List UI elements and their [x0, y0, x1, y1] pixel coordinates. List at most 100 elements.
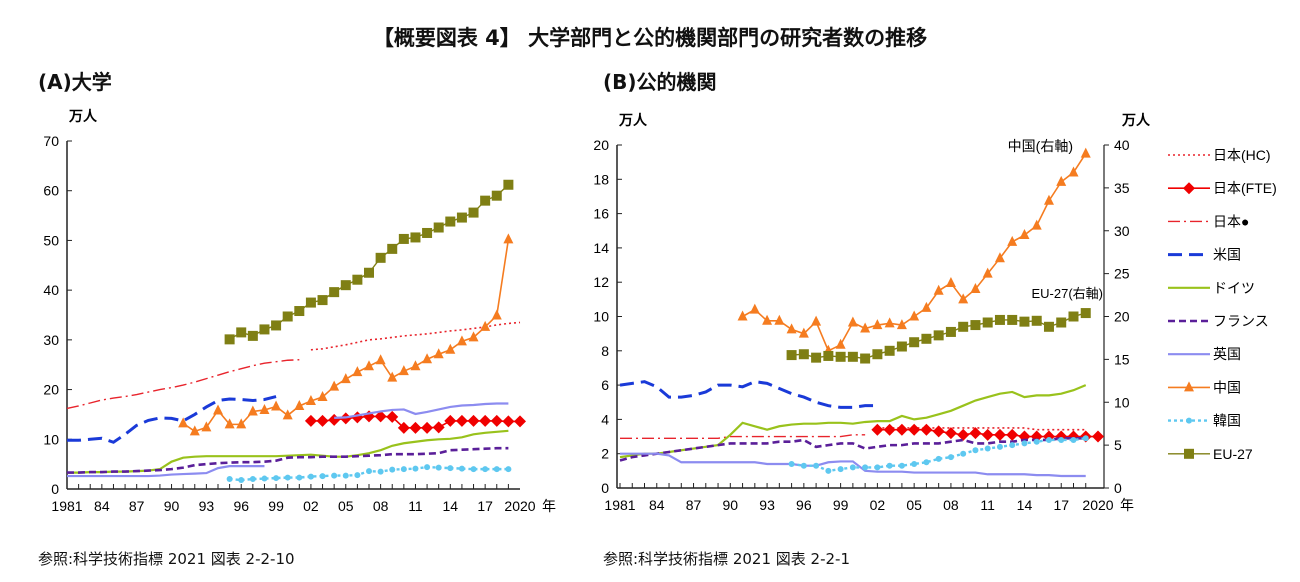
panel-b-point-china	[1080, 147, 1091, 158]
panel-a-point-eu27	[398, 233, 409, 244]
legend-label-uk: 英国	[1213, 346, 1241, 362]
panel-b-point-eu27	[1019, 316, 1030, 327]
panel-b-point-china	[1056, 175, 1067, 186]
panel-b-point-eu27	[847, 351, 858, 362]
panel-a-point-korea	[273, 475, 280, 482]
panel-b-y-right-tick-label: 10	[1114, 394, 1130, 410]
panel-a-x-tick-label: 90	[164, 498, 180, 514]
panel-a-line-uk	[67, 465, 265, 478]
panel-b-point-china	[1043, 194, 1054, 205]
panel-a-point-china	[375, 354, 386, 365]
panel-b-point-japan_fte	[993, 428, 1006, 441]
panel-a-point-korea	[493, 466, 500, 473]
panel-a-point-korea	[226, 476, 233, 483]
panel-b-point-china	[774, 314, 785, 325]
panel-a-point-eu27	[271, 320, 282, 331]
panel-b-point-eu27	[945, 326, 956, 337]
panel-b-x-unit: 年	[1120, 497, 1134, 513]
panel-b-point-china	[896, 319, 907, 330]
panel-b-point-china	[921, 301, 932, 312]
panel-b-x-tick-label: 17	[1053, 497, 1069, 513]
panel-b-line-japan_dot	[620, 434, 866, 439]
panel-b-y-tick-label: 8	[601, 343, 609, 359]
panel-b-point-china	[909, 310, 920, 321]
panel-a-point-china	[189, 425, 200, 436]
panel-a-point-korea	[505, 466, 512, 473]
panel-b-point-korea	[947, 454, 954, 461]
panel-b-point-korea	[837, 466, 844, 473]
legend-label-germany: ドイツ	[1213, 280, 1255, 296]
panel-a-y-unit: 万人	[68, 108, 98, 124]
panel-a-line-eu27	[229, 184, 509, 340]
panel-b-point-korea	[972, 447, 979, 454]
panel-a-point-china	[422, 353, 433, 364]
panel-a-point-japan_fte	[316, 414, 329, 427]
panel-b-point-japan_fte	[883, 423, 896, 436]
panel-a-point-japan_fte	[386, 410, 399, 423]
panel-b-y-tick-label: 6	[601, 377, 609, 393]
panel-b-y-tick-label: 14	[593, 240, 609, 256]
panel-a-point-eu27	[364, 267, 374, 278]
panel-a-point-china	[352, 366, 363, 377]
panel-b-point-china	[970, 283, 981, 294]
panel-b-point-japan_fte	[1092, 430, 1104, 443]
panel-a-point-japan_fte	[467, 414, 480, 427]
panel-a-y-tick-label: 30	[43, 332, 59, 348]
panel-b-x-tick-label: 87	[686, 497, 702, 513]
panel-b-line-france	[619, 436, 1086, 462]
panel-b-point-china	[982, 267, 993, 278]
panel-b-title: (B)公的機関	[603, 70, 717, 94]
panel-a-x-tick-label: 93	[199, 498, 215, 514]
panel-b-point-japan_fte	[957, 428, 970, 441]
panel-a-point-japan_fte	[479, 414, 492, 427]
panel-b-point-eu27	[958, 321, 969, 332]
panel-b-point-eu27	[994, 314, 1005, 325]
figure-title: 【概要図表 4】 大学部門と公的機関部門の研究者数の推移	[372, 26, 928, 50]
panel-b-point-eu27	[909, 337, 920, 348]
panel-b-y-tick-label: 18	[593, 171, 609, 187]
panel-a-point-japan_fte	[514, 415, 526, 428]
panel-b-point-china	[933, 284, 944, 295]
panel-b-point-china	[1019, 229, 1030, 240]
panel-b-annotation-china: 中国(右軸)	[1008, 138, 1073, 154]
panel-b-x-tick-label: 08	[943, 497, 959, 513]
panel-b-source: 参照:科学技術指標 2021 図表 2-2-1	[603, 550, 850, 568]
panel-b-x-tick-label: 99	[833, 497, 849, 513]
panel-b-point-korea	[984, 445, 991, 452]
panel-a-point-eu27	[410, 232, 421, 243]
panel-b-point-china	[835, 338, 846, 349]
panel-a-point-china	[178, 417, 189, 428]
panel-a-x-tick-label: 08	[373, 498, 389, 514]
legend-marker-korea	[1186, 417, 1192, 424]
panel-b-y-tick-label: 16	[593, 206, 609, 222]
panel-b-point-china	[872, 319, 883, 330]
panel-b-point-japan_fte	[1006, 428, 1019, 441]
panel-b-annotation-eu27: EU-27(右軸)	[1031, 286, 1103, 301]
panel-b-y-right-unit: 万人	[1121, 112, 1151, 128]
panel-b-y-right-tick-label: 0	[1114, 480, 1122, 496]
panel-a-point-china	[236, 418, 247, 429]
legend-marker-eu27	[1184, 448, 1194, 459]
panel-a-point-china	[305, 395, 316, 406]
panel-a-line-france	[67, 446, 509, 474]
panel-a-point-korea	[354, 472, 361, 479]
panel-b-point-eu27	[811, 352, 822, 363]
panel-a-point-china	[480, 320, 491, 331]
panel-b-point-china	[958, 293, 969, 304]
panel-a-y-tick-label: 70	[43, 133, 59, 149]
panel-a-point-china	[213, 404, 223, 415]
panel-b-point-china	[749, 303, 760, 314]
panel-a-point-eu27	[387, 243, 398, 254]
panel-a-line-japan_hc	[310, 321, 521, 351]
panel-b-point-china	[798, 327, 809, 338]
panel-a-x-tick-label: 14	[443, 498, 459, 514]
panel-b-point-japan_fte	[908, 423, 921, 436]
panel-a-point-japan_fte	[328, 413, 341, 426]
panel-b-point-eu27	[1031, 315, 1042, 326]
panel-a-x-tick-label: 17	[477, 498, 493, 514]
panel-b-point-china	[811, 315, 822, 326]
panel-a-point-japan_fte	[351, 411, 364, 424]
panel-a-x-tick-label: 87	[129, 498, 145, 514]
panel-b-y-right-tick-label: 25	[1114, 266, 1130, 282]
panel-a-point-eu27	[433, 222, 444, 233]
